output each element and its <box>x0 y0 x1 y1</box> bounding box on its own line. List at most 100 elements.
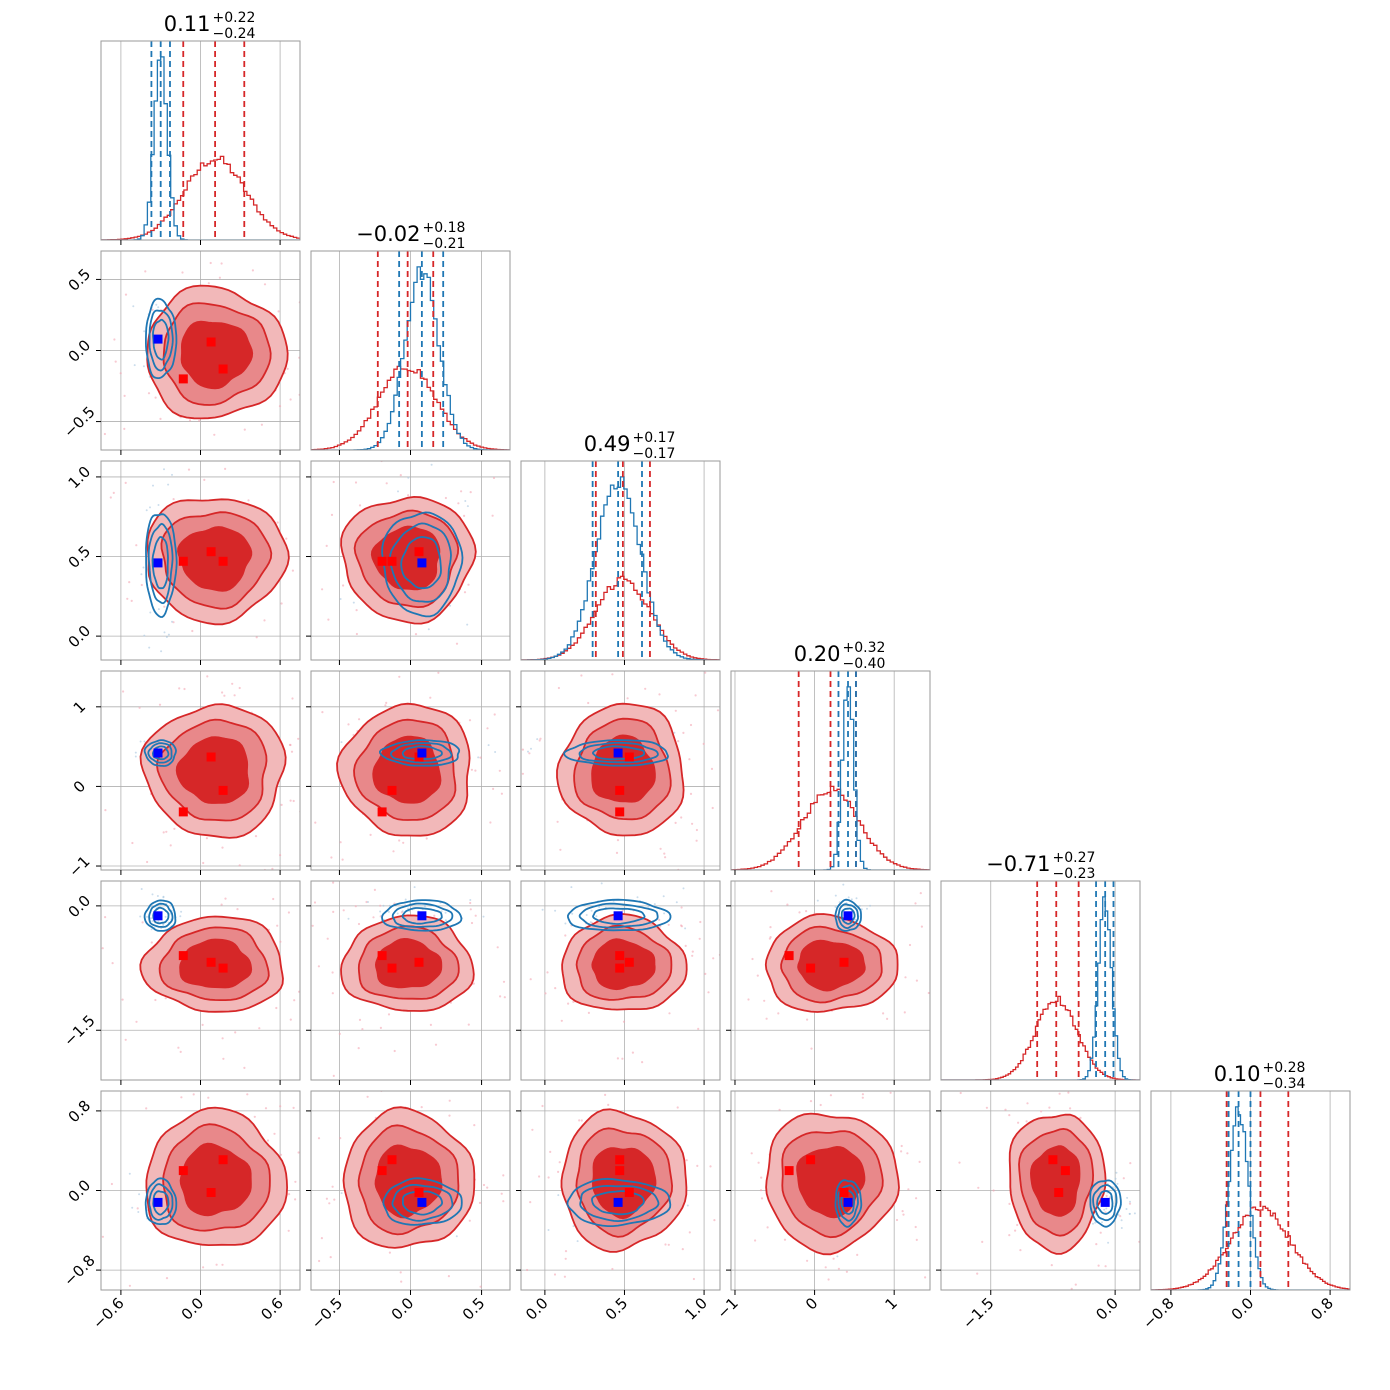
sample-point <box>686 1204 689 1207</box>
sample-point <box>420 1106 423 1109</box>
sample-point <box>279 1153 283 1156</box>
sample-point <box>598 906 601 908</box>
sample-point <box>111 962 114 965</box>
sample-point <box>179 667 181 669</box>
sample-point <box>615 851 619 855</box>
y-tick-label: −0.8 <box>60 1251 98 1289</box>
blue-histogram <box>941 896 1140 1080</box>
sample-point <box>492 476 496 480</box>
sample-point <box>590 909 593 912</box>
blue-marker <box>417 1197 427 1207</box>
panel-r5-c2: 0.0 0.5 1.0 <box>516 1090 734 1324</box>
sample-point <box>691 954 694 957</box>
panel-title-plus: +0.18 <box>423 220 466 236</box>
sample-point <box>688 758 691 761</box>
sample-point <box>668 1012 671 1015</box>
sample-point <box>273 1132 276 1135</box>
sample-point <box>919 892 922 895</box>
sample-point <box>681 1248 684 1251</box>
sample-point <box>388 1251 391 1254</box>
x-tick-label: 0.0 <box>1092 1294 1122 1324</box>
sample-point <box>379 904 382 907</box>
sample-point <box>653 903 656 906</box>
sample-point <box>157 920 160 923</box>
sample-point <box>222 1057 225 1060</box>
sample-point <box>564 1250 568 1253</box>
panel-title-value: −0.02 <box>356 222 420 246</box>
sample-point <box>275 1006 278 1010</box>
sample-point <box>332 881 335 884</box>
sample-point <box>128 1284 131 1287</box>
blue-contour <box>151 535 169 590</box>
sample-point <box>681 861 683 863</box>
sample-point <box>221 1037 224 1040</box>
sample-point <box>302 967 304 969</box>
sample-point <box>482 1183 486 1187</box>
sample-point <box>472 982 475 985</box>
panel-title-plus: +0.27 <box>1053 850 1096 866</box>
sample-point <box>529 1201 532 1204</box>
blue-contour <box>391 1184 454 1222</box>
sample-point <box>832 1257 835 1260</box>
sample-point <box>387 910 390 913</box>
sample-point <box>147 392 151 395</box>
red-marker <box>218 1155 228 1165</box>
sample-point <box>112 491 115 494</box>
sample-point <box>732 1192 734 1194</box>
sample-point <box>502 980 506 983</box>
red-marker <box>784 1166 794 1176</box>
sample-point <box>218 276 221 279</box>
sample-point <box>165 1277 169 1280</box>
sample-point <box>291 697 294 700</box>
red-contour-inner <box>180 320 254 390</box>
sample-point <box>914 1225 917 1229</box>
sample-point <box>1008 1234 1011 1237</box>
sample-point <box>724 949 726 951</box>
sample-point <box>563 1275 567 1278</box>
sample-point <box>1120 1227 1123 1229</box>
sample-point <box>616 839 620 842</box>
sample-point <box>134 751 137 754</box>
panel-title-value: 0.10 <box>1214 1062 1261 1086</box>
sample-point <box>549 1150 552 1153</box>
panel-r3-c2 <box>516 670 721 875</box>
sample-point <box>211 441 213 443</box>
sample-point <box>398 675 401 678</box>
sample-point <box>292 1106 295 1109</box>
sample-point <box>527 750 529 753</box>
sample-point <box>342 909 345 912</box>
sample-point <box>554 987 557 990</box>
sample-point <box>788 1297 790 1299</box>
sample-point <box>855 897 858 900</box>
sample-point <box>103 432 106 436</box>
sample-point <box>882 1012 885 1015</box>
sample-point <box>276 521 279 524</box>
sample-point <box>915 1238 918 1241</box>
sample-point <box>1074 1283 1077 1286</box>
sample-point <box>460 1073 462 1075</box>
red-marker <box>414 1188 424 1197</box>
sample-point <box>742 977 744 979</box>
y-tick-label: −1 <box>65 852 93 880</box>
sample-point <box>1117 1213 1120 1216</box>
sample-point <box>468 719 472 722</box>
panel-r0-c0: 0.11 +0.22−0.24 <box>100 10 301 245</box>
sample-point <box>526 1268 529 1272</box>
y-tick-label: 0.5 <box>65 265 95 295</box>
sample-point <box>842 883 845 886</box>
sample-point <box>856 1253 859 1256</box>
x-tick-label: 0.0 <box>522 1294 552 1324</box>
sample-point <box>499 995 502 998</box>
sample-point <box>180 1096 183 1099</box>
red-marker <box>387 785 397 795</box>
blue-marker <box>613 1197 623 1207</box>
sample-point <box>255 461 257 463</box>
sample-point <box>1122 1177 1125 1180</box>
sample-point <box>675 901 678 904</box>
sample-point <box>448 1114 451 1117</box>
sample-point <box>1107 1241 1110 1244</box>
red-marker <box>784 951 794 961</box>
sample-point <box>861 1096 864 1099</box>
blue-contour <box>566 1177 672 1227</box>
sample-point <box>1026 1102 1029 1105</box>
